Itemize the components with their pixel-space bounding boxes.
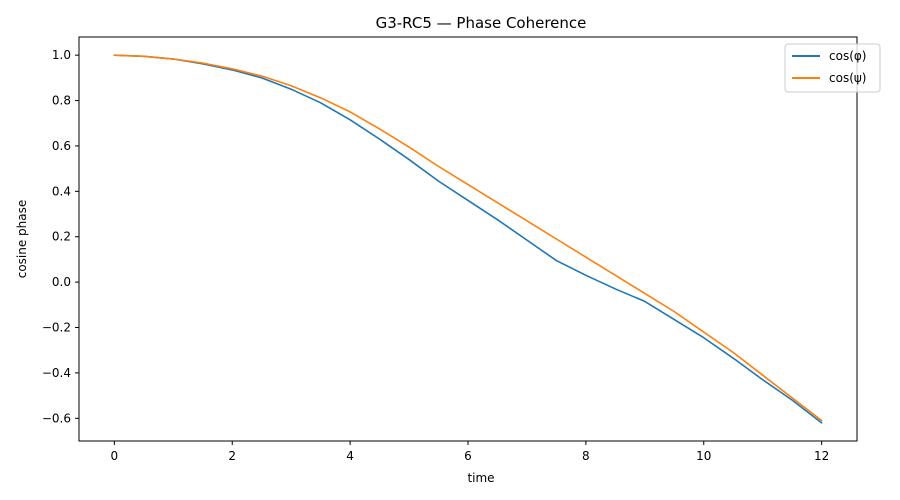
y-tick-label: 0.6 xyxy=(52,139,71,153)
series-lines xyxy=(113,54,823,424)
series-line-0 xyxy=(113,54,823,424)
y-tick-label: 0.8 xyxy=(52,94,71,108)
x-tick-label: 2 xyxy=(228,449,236,463)
y-tick-label: −0.2 xyxy=(42,321,71,335)
x-axis-ticks: 0 2 4 6 8 10 12 xyxy=(111,441,829,463)
x-tick-label: 10 xyxy=(696,449,711,463)
y-tick-label: 0.4 xyxy=(52,184,71,198)
chart-title: G3-RC5 — Phase Coherence xyxy=(376,14,587,32)
legend-label-cos-phi: cos(φ) xyxy=(829,49,866,63)
y-tick-label: −0.4 xyxy=(42,366,71,380)
y-tick-label: 1.0 xyxy=(52,48,71,62)
x-tick-label: 8 xyxy=(582,449,590,463)
y-tick-label: −0.6 xyxy=(42,411,71,425)
legend: cos(φ) cos(ψ) xyxy=(784,43,881,93)
series-line-1 xyxy=(113,54,823,422)
x-tick-label: 6 xyxy=(464,449,472,463)
y-tick-label: 0.0 xyxy=(52,275,71,289)
x-tick-label: 12 xyxy=(814,449,829,463)
x-tick-label: 0 xyxy=(111,449,119,463)
x-axis-label: time xyxy=(467,471,494,485)
y-tick-label: 0.2 xyxy=(52,230,71,244)
y-axis-label: cosine phase xyxy=(15,200,29,279)
plot-frame xyxy=(78,36,858,442)
y-axis-ticks: −0.6 −0.4 −0.2 0.0 0.2 0.4 0.6 0.8 1.0 xyxy=(42,48,79,425)
x-tick-label: 4 xyxy=(346,449,354,463)
legend-label-cos-psi: cos(ψ) xyxy=(829,71,866,85)
